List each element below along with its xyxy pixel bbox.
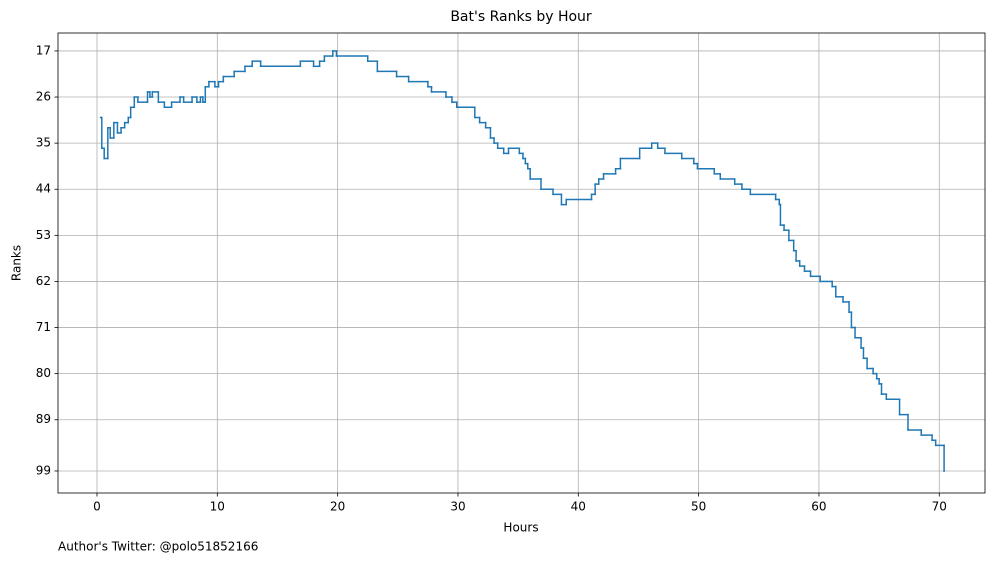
y-tick-label: 17	[36, 43, 51, 57]
y-axis-label: Ranks	[10, 245, 24, 281]
x-tick-label: 50	[691, 500, 706, 514]
y-tick-label: 44	[36, 182, 51, 196]
y-tick-label: 99	[36, 463, 51, 477]
y-tick-label: 80	[36, 366, 51, 380]
x-tick-label: 0	[93, 500, 101, 514]
y-tick-label: 89	[36, 412, 51, 426]
y-tick-label: 71	[36, 320, 51, 334]
x-tick-label: 30	[450, 500, 465, 514]
x-tick-label: 10	[210, 500, 225, 514]
chart-title: Bat's Ranks by Hour	[450, 9, 592, 25]
axes-frame	[57, 32, 986, 494]
x-tick-label: 40	[571, 500, 586, 514]
x-axis-label: Hours	[503, 521, 538, 535]
x-tick-label: 70	[932, 500, 947, 514]
x-tick-label: 60	[811, 500, 826, 514]
footnote: Author's Twitter: @polo51852166	[58, 540, 258, 554]
y-tick-label: 53	[36, 228, 51, 242]
x-tick-label: 20	[330, 500, 345, 514]
y-tick-label: 62	[36, 274, 51, 288]
plot-area: 0 10 20 30 40 50 60 70 17 26 35 44 53 62 71 80 89 99	[36, 33, 985, 514]
y-tick-label: 35	[36, 136, 51, 150]
y-tick-label: 26	[36, 90, 51, 104]
